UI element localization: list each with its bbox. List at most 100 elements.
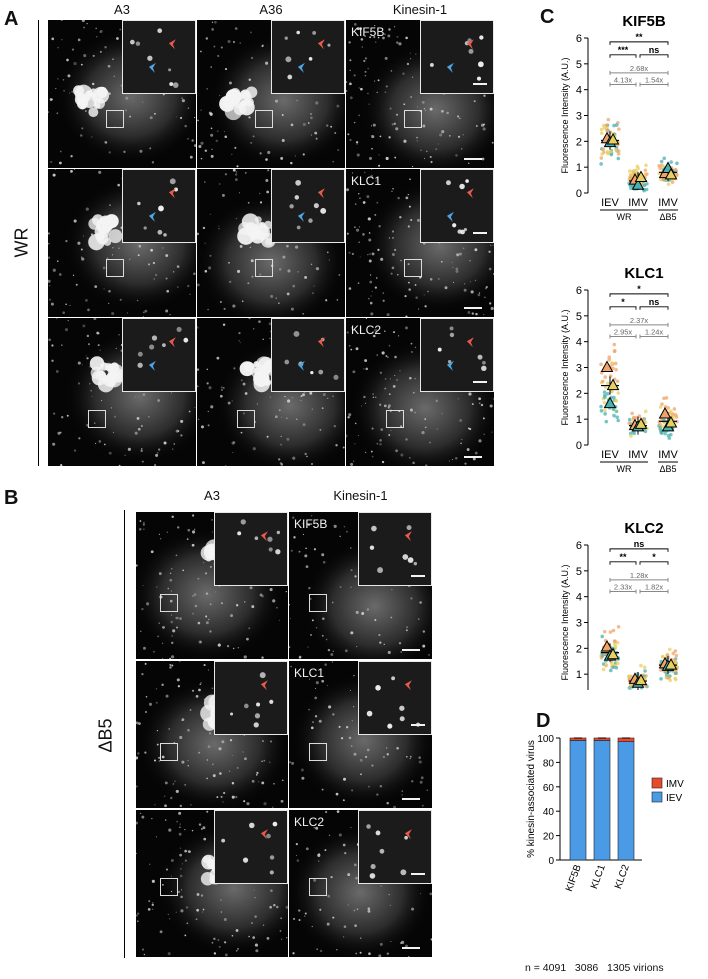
significance-bracket-left [609, 561, 637, 565]
data-point [610, 389, 614, 394]
significance-bracket-left-label: *** [618, 45, 629, 55]
data-point [671, 412, 675, 416]
chart-klc1: KLC1 0 1 2 3 4 5 6 Fluorescence Intensity (A.U.)… [560, 265, 679, 474]
marker-label: KLC2 [294, 815, 325, 829]
fold-change-left [609, 82, 637, 87]
y-tick-label: 6 [576, 33, 582, 45]
panel-a-row-bracket [38, 20, 39, 466]
data-point [675, 161, 679, 166]
data-point [605, 128, 609, 132]
y-tick-label: 4 [576, 85, 582, 97]
y-tick-label: 3 [576, 111, 582, 123]
data-point [659, 159, 664, 164]
data-point [603, 412, 607, 416]
micrograph: KLC1 [346, 169, 494, 317]
data-point [661, 164, 665, 169]
roi-box [386, 410, 404, 428]
data-point [599, 162, 603, 166]
data-point [663, 431, 667, 436]
data-point [599, 156, 604, 160]
data-point [612, 123, 616, 128]
y-tick-label: 60 [543, 783, 555, 794]
data-point [599, 127, 604, 132]
data-point [606, 151, 610, 156]
zoom-inset [358, 512, 432, 586]
replicate-mean-marker [600, 640, 614, 652]
x-tick-label: IEV [601, 449, 619, 461]
data-point [630, 411, 634, 416]
zoom-inset [122, 318, 196, 392]
data-point [668, 647, 672, 652]
data-point [606, 117, 611, 122]
data-point [613, 644, 618, 649]
data-point [673, 167, 678, 172]
zoom-inset [214, 810, 288, 884]
data-point [669, 160, 673, 164]
data-point [658, 422, 662, 427]
data-point [600, 654, 605, 658]
data-point [634, 169, 638, 173]
micrograph [197, 20, 345, 168]
data-point [601, 667, 606, 672]
data-point [615, 661, 620, 666]
data-point [613, 361, 618, 366]
data-point [614, 367, 618, 372]
data-point [662, 396, 666, 401]
micrograph [48, 318, 196, 466]
data-point [611, 407, 616, 411]
roi-box [106, 259, 124, 277]
fold-change-right [639, 589, 669, 594]
data-point [599, 131, 604, 136]
data-point [616, 156, 621, 161]
data-point [673, 649, 678, 653]
y-tick-label: 40 [543, 807, 555, 818]
data-point [608, 668, 613, 673]
roi-box [255, 259, 273, 277]
significance-bracket-left-label: ** [619, 552, 627, 562]
scale-bar [402, 649, 420, 651]
chart-title: KLC2 [624, 520, 663, 537]
x-tick-label: KLC1 [589, 863, 608, 891]
data-point [632, 431, 636, 436]
significance-bracket-top [609, 548, 669, 552]
data-point [612, 342, 617, 347]
panel-a-column-kinesin: Kinesin-1 [392, 2, 448, 17]
panel-d-footnote: n = 4091 3086 1305 virions [525, 962, 664, 974]
replicate-mean-marker [664, 416, 678, 428]
scale-bar [464, 307, 482, 309]
micrograph: KIF5B [346, 20, 494, 168]
data-point [666, 406, 671, 410]
fold-change-left-label: 2.95x [614, 328, 633, 337]
fold-change-left [609, 334, 637, 339]
data-point [614, 398, 618, 403]
data-point [600, 379, 605, 384]
fold-change-top [609, 322, 669, 327]
data-point [602, 400, 607, 405]
fold-change-top-label: 1.28x [630, 571, 649, 580]
micrograph [48, 20, 196, 168]
significance-bracket-right-label: ns [649, 297, 660, 307]
roi-box [160, 594, 178, 612]
fold-change-top-label: 2.37x [630, 316, 649, 325]
micrograph [136, 661, 288, 808]
y-tick-label: 2 [576, 388, 582, 400]
data-point [643, 429, 648, 434]
panel-c-charts: KIF5B 0 1 2 3 4 5 6 Fluorescence Intensity (A.U.… [560, 13, 679, 690]
data-point [612, 395, 616, 400]
y-tick-label: 5 [576, 566, 582, 578]
scale-bar [402, 947, 420, 949]
data-point [644, 163, 648, 168]
panel-letter-c: C [540, 6, 555, 28]
y-tick-label: 20 [543, 832, 555, 843]
roi-box [160, 878, 178, 896]
data-point [611, 366, 615, 371]
significance-bracket-top [609, 293, 669, 297]
x-tick-label: KIF5B [564, 863, 584, 893]
data-point [610, 361, 614, 365]
data-point [614, 665, 619, 670]
panel-b-column-kinesin: Kinesin-1 [333, 488, 388, 503]
marker-label: KIF5B [294, 517, 328, 531]
data-point [610, 662, 614, 666]
panel-letter-a: A [4, 8, 19, 30]
zoom-inset [122, 20, 196, 94]
